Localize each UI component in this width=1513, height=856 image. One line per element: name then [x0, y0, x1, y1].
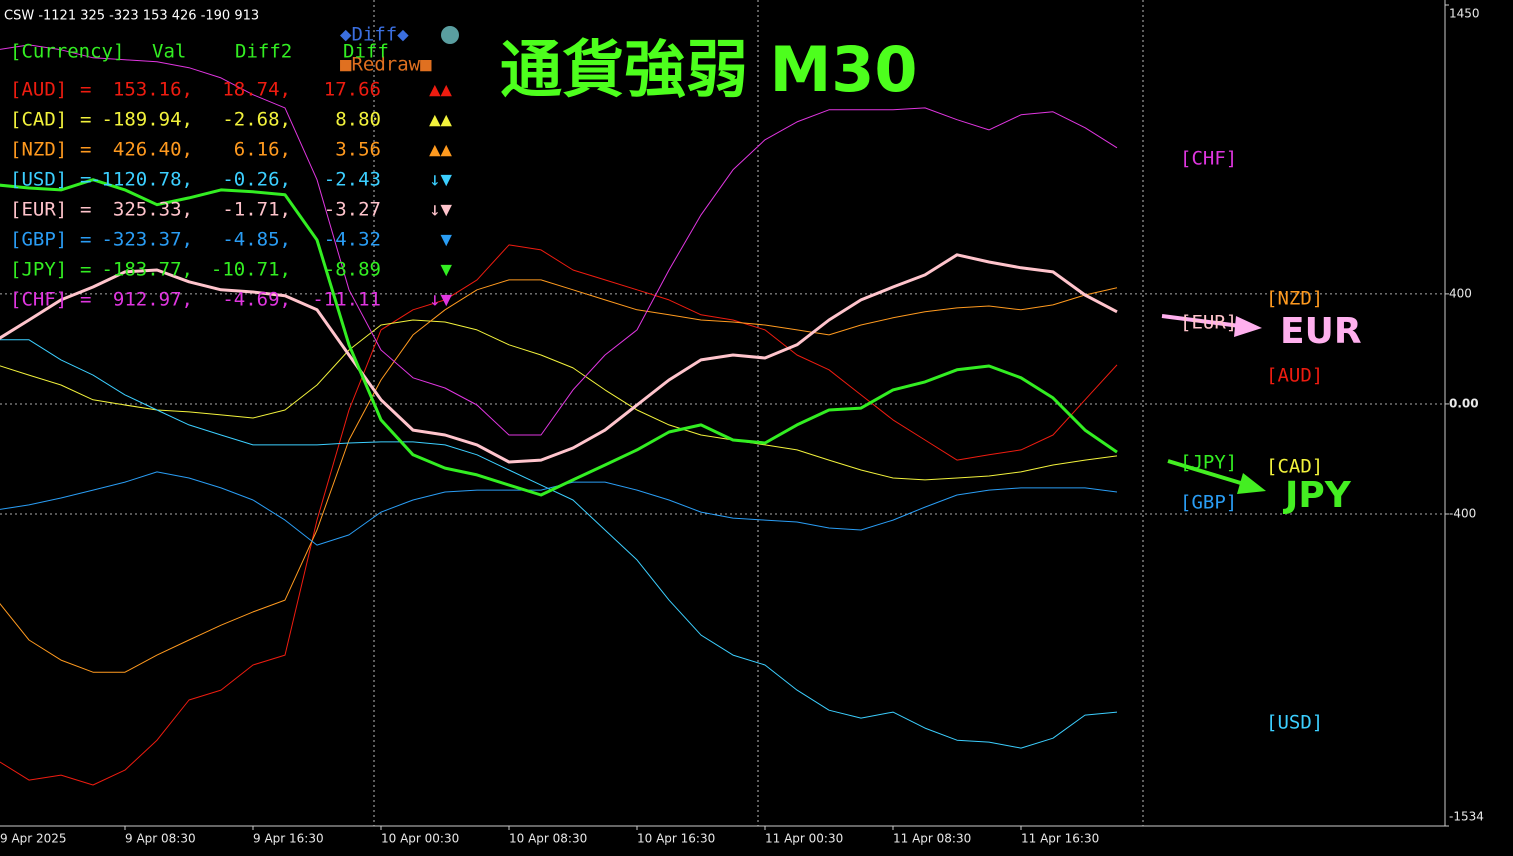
- y-tick-label: -1534: [1449, 810, 1484, 824]
- panel-diff2: -4.69,: [222, 289, 291, 311]
- panel-signal: ▲▲: [429, 139, 452, 161]
- panel-diff: 8.80: [335, 109, 381, 131]
- panel-name: [EUR]: [10, 199, 67, 221]
- series-label: [GBP]: [1180, 491, 1237, 513]
- series-label: [CAD]: [1266, 455, 1323, 477]
- x-tick-label: 11 Apr 08:30: [893, 832, 971, 846]
- panel-signal: ▲▲: [429, 79, 452, 101]
- panel-diff2: -1.71,: [222, 199, 291, 221]
- panel-eq: =: [80, 169, 91, 191]
- plot: [0, 4, 1449, 830]
- panel-signal: ▲▲: [429, 109, 452, 131]
- series-label: [CHF]: [1180, 147, 1237, 169]
- panel-header: [Currency]: [10, 41, 124, 63]
- series-line: [0, 279, 1118, 673]
- redraw-button[interactable]: ■Redraw■: [340, 54, 432, 76]
- panel-diff2: -2.68,: [222, 109, 291, 131]
- panel-diff2: -0.26,: [222, 169, 291, 191]
- eur-arrow-head: [1234, 316, 1262, 337]
- panel-val: 153.16,: [113, 79, 193, 101]
- eur-arrow: [1161, 314, 1241, 328]
- status-dot: [441, 26, 459, 44]
- diff-button[interactable]: ◆Diff◆: [340, 24, 409, 46]
- panel-val: -323.37,: [101, 229, 193, 251]
- series-label: [USD]: [1266, 712, 1323, 734]
- panel-signal: ▼: [441, 229, 453, 251]
- panel-diff2: -4.85,: [222, 229, 291, 251]
- panel-header: Val: [152, 41, 186, 63]
- series-line: [0, 178, 1118, 497]
- panel-eq: =: [80, 109, 91, 131]
- panel-eq: =: [80, 289, 91, 311]
- series-line: [0, 253, 1118, 464]
- series-label: [NZD]: [1266, 287, 1323, 309]
- y-tick-label: 400: [1449, 286, 1472, 300]
- jpy-arrow: [1167, 459, 1245, 486]
- header-text: CSW -1121 325 -323 153 426 -190 913: [4, 9, 259, 24]
- panel-diff: -2.43: [324, 169, 381, 191]
- panel-signal: ↓▼: [429, 169, 452, 191]
- panel-diff: 3.56: [335, 139, 381, 161]
- panel-name: [USD]: [10, 169, 67, 191]
- annotation: JPY: [1282, 475, 1352, 516]
- panel-val: -183.77,: [101, 259, 193, 281]
- x-tick-label: 9 Apr 08:30: [125, 832, 196, 846]
- x-tick-label: 10 Apr 16:30: [637, 832, 715, 846]
- panel-name: [CAD]: [10, 109, 67, 131]
- panel-header: Diff: [343, 41, 389, 63]
- x-tick-label: 10 Apr 08:30: [509, 832, 587, 846]
- x-tick-label: 9 Apr 16:30: [253, 832, 324, 846]
- chart-title: 通貨強弱 M30: [500, 33, 918, 106]
- panel-header: Diff2: [235, 41, 292, 63]
- panel-eq: =: [80, 139, 91, 161]
- panel-diff: -3.27: [324, 199, 381, 221]
- x-tick-label: 11 Apr 00:30: [765, 832, 843, 846]
- series-label: [AUD]: [1266, 364, 1323, 386]
- panel-eq: =: [80, 199, 91, 221]
- panel-signal: ▼: [441, 259, 453, 281]
- panel-eq: =: [80, 259, 91, 281]
- panel-val: 325.33,: [113, 199, 193, 221]
- annotation: EUR: [1280, 311, 1362, 352]
- panel-diff2: -10.71,: [211, 259, 291, 281]
- x-tick-label: 9 Apr 2025: [0, 832, 67, 846]
- panel-val: 426.40,: [113, 139, 193, 161]
- panel-eq: =: [80, 79, 91, 101]
- panel-name: [GBP]: [10, 229, 67, 251]
- panel-diff: -11.11: [312, 289, 381, 311]
- x-tick-label: 10 Apr 00:30: [381, 832, 459, 846]
- series-line: [0, 44, 1118, 436]
- panel-name: [NZD]: [10, 139, 67, 161]
- y-tick-label: -400: [1449, 506, 1476, 520]
- panel-diff: -8.89: [324, 259, 381, 281]
- panel-name: [CHF]: [10, 289, 67, 311]
- y-tick-label: 1450: [1449, 7, 1480, 21]
- x-tick-label: 11 Apr 16:30: [1021, 832, 1099, 846]
- panel-name: [JPY]: [10, 259, 67, 281]
- panel-diff2: 18.74,: [222, 79, 291, 101]
- panel-diff: 17.66: [324, 79, 381, 101]
- panel-val: -1120.78,: [90, 169, 193, 191]
- series-line: [0, 244, 1118, 786]
- panel-name: [AUD]: [10, 79, 67, 101]
- panel-diff2: 6.16,: [234, 139, 291, 161]
- series-line: [0, 319, 1118, 481]
- panel-eq: =: [80, 229, 91, 251]
- panel-signal: ↓▼: [429, 199, 452, 221]
- series-label: [JPY]: [1180, 452, 1237, 474]
- series-label: [EUR]: [1180, 311, 1237, 333]
- panel-val: -189.94,: [101, 109, 193, 131]
- y-tick-label: 0.00: [1449, 396, 1479, 410]
- panel-signal: ↓▼: [429, 289, 452, 311]
- series-line: [0, 339, 1118, 749]
- panel-diff: -4.32: [324, 229, 381, 251]
- panel-val: 912.97,: [113, 289, 193, 311]
- jpy-arrow-head: [1237, 473, 1266, 494]
